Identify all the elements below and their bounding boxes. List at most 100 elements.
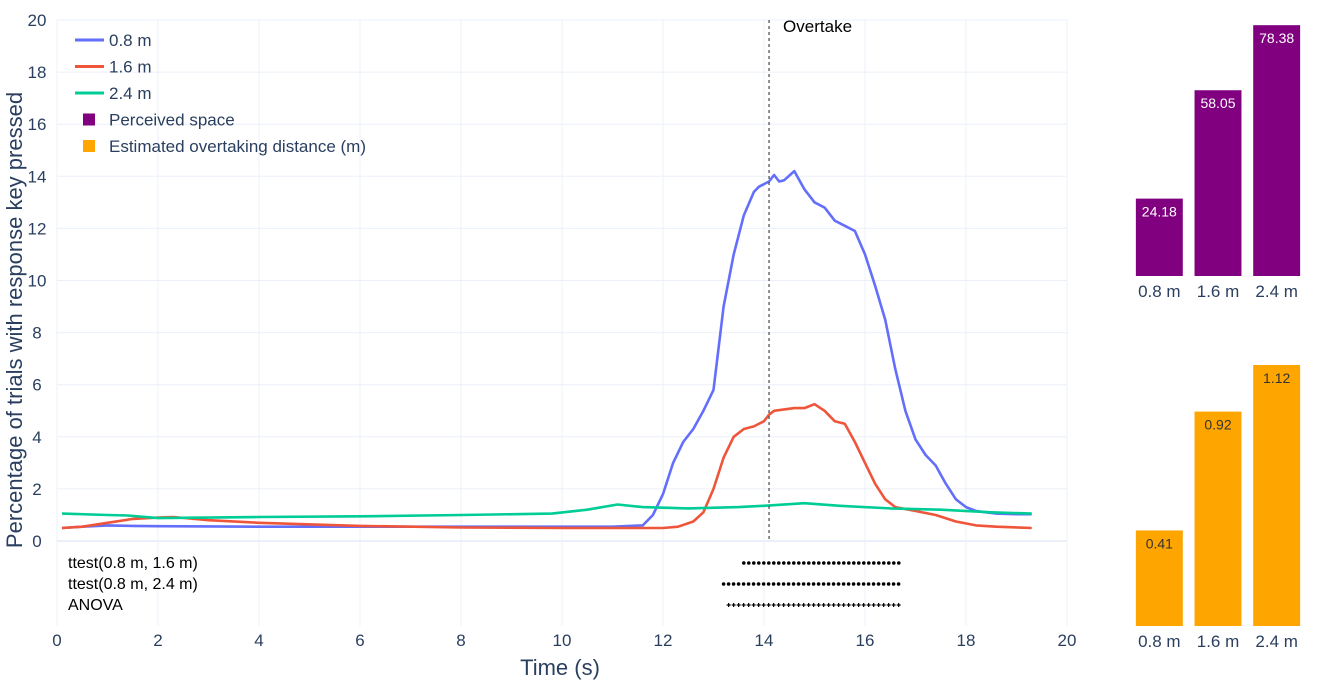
ttest-marker [731,582,736,586]
anova-marker [846,603,851,607]
ttest-marker [786,582,791,586]
legend-item[interactable]: Estimated overtaking distance (m) [83,137,366,156]
y-tick-label: 14 [28,167,47,186]
ttest-marker [862,561,866,565]
bar-category-label: 1.6 m [1197,282,1240,301]
legend-item[interactable]: 0.8 m [75,31,152,50]
anova-marker [751,603,756,607]
anova-marker [741,603,746,607]
bar [1253,25,1301,276]
ttest-marker [751,582,756,586]
anova-marker [726,603,731,607]
ttest-marker [856,582,861,586]
ttest-marker [812,561,816,565]
bar-value-label: 24.18 [1142,204,1177,220]
ttest-marker [762,561,766,565]
anova-marker [756,603,761,607]
ttest-marker [741,582,746,586]
significance-label: ANOVA [68,597,123,614]
x-tick-label: 20 [1058,631,1077,650]
bar-value-label: 0.92 [1204,417,1231,433]
ttest-marker [867,561,871,565]
anova-marker [861,603,866,607]
ttest-marker [891,582,896,586]
bar-value-label: 1.12 [1263,370,1290,386]
ttest-marker [821,582,826,586]
series-line-0-8-m [61,169,1032,530]
legend-label: 1.6 m [109,58,152,77]
anova-marker [871,603,876,607]
y-tick-label: 12 [28,219,47,238]
bar-category-label: 2.4 m [1255,632,1298,651]
ttest-marker [836,582,841,586]
ttest-marker [841,582,846,586]
marks: Overtake [61,17,1032,541]
bar-category-label: 0.8 m [1138,282,1181,301]
bar-value-label: 58.05 [1200,95,1235,111]
ttest-marker [792,561,796,565]
bar [1135,530,1183,626]
ttest-marker [801,582,806,586]
x-tick-label: 0 [52,631,61,650]
x-tick-label: 6 [355,631,364,650]
ttest-marker [881,582,886,586]
anova-marker [841,603,846,607]
ttest-marker [857,561,861,565]
legend-label: 2.4 m [109,84,152,103]
bar-category-label: 0.8 m [1138,632,1181,651]
anova-marker [766,603,771,607]
anova-marker [776,603,781,607]
anova-marker [786,603,791,607]
anova-marker [886,603,891,607]
anova-marker [866,603,871,607]
bar-value-label: 78.38 [1259,30,1294,46]
x-tick-label: 2 [153,631,162,650]
ttest-marker [831,582,836,586]
anova-marker [806,603,811,607]
x-tick-label: 12 [654,631,673,650]
legend-item[interactable]: 1.6 m [75,58,152,77]
ttest-marker [802,561,806,565]
ttest-marker [777,561,781,565]
y-axis-title: Percentage of trials with response key p… [2,92,27,548]
ttest-marker [756,582,761,586]
legend-swatch-square [83,113,95,126]
bar [1194,90,1242,277]
x-axis-title: Time (s) [520,655,600,680]
ttest-marker [781,582,786,586]
bar [1194,411,1242,626]
anova-marker [746,603,751,607]
anova-marker [881,603,886,607]
ttest-marker [806,582,811,586]
anova-marker [796,603,801,607]
legend[interactable]: 0.8 m 1.6 m 2.4 m Perceived space Estimated … [75,31,366,156]
legend-swatch-square [83,140,95,152]
anova-marker [781,603,786,607]
ttest-marker [847,561,851,565]
bar [1135,198,1183,276]
anova-marker [791,603,796,607]
ttest-marker [791,582,796,586]
ttest-marker [817,561,821,565]
grid [56,19,1068,626]
ttest-marker [766,582,771,586]
ttest-marker [782,561,786,565]
series-line-1-6-m [61,402,1032,530]
anova-marker [801,603,806,607]
anova-marker [831,603,836,607]
bar [1253,364,1301,626]
ttest-marker [757,561,761,565]
anova-marker [761,603,766,607]
ttest-marker [746,582,751,586]
legend-item[interactable]: 2.4 m [75,84,152,103]
x-tick-label: 4 [254,631,263,650]
anova-marker [891,603,896,607]
ttest-marker [896,582,901,586]
ttest-marker [842,561,846,565]
ttest-marker [897,561,901,565]
x-tick-label: 18 [957,631,976,650]
legend-item[interactable]: Perceived space [83,111,235,130]
anova-marker [821,603,826,607]
anova-marker [816,603,821,607]
